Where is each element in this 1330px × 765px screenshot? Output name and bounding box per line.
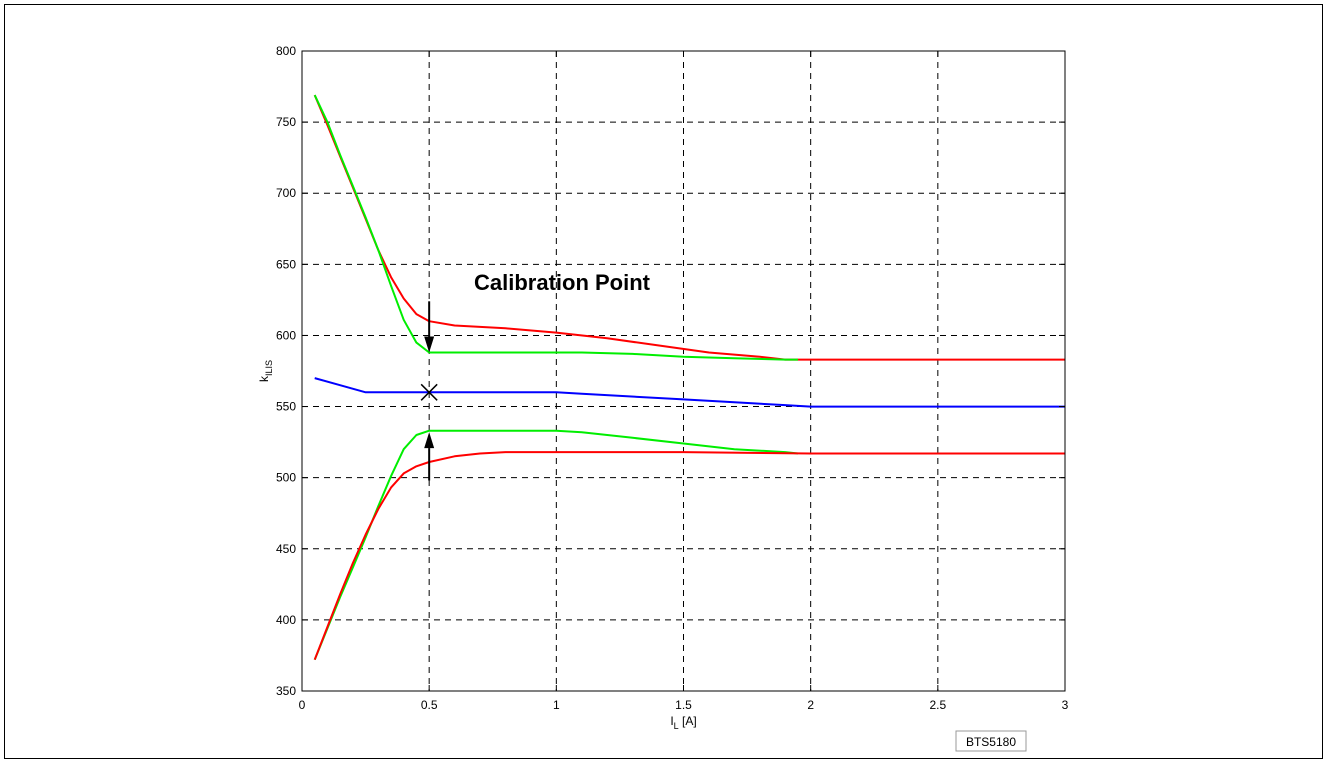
x-tick-label: 1.5 — [675, 698, 692, 712]
y-tick-label: 400 — [276, 613, 296, 627]
chart-frame — [4, 4, 1323, 759]
y-tick-label: 650 — [276, 257, 296, 271]
y-tick-label: 750 — [276, 115, 296, 129]
annotation-label: Calibration Point — [474, 270, 651, 295]
arrow-head — [424, 432, 435, 449]
x-tick-label: 0 — [299, 698, 306, 712]
y-axis-label-sub: ILIS — [264, 360, 274, 376]
x-axis-label-sub: L — [674, 721, 679, 731]
x-tick-label: 2 — [807, 698, 814, 712]
y-tick-label: 500 — [276, 471, 296, 485]
series-line — [313, 94, 798, 361]
x-axis-label-unit: [A] — [679, 714, 697, 728]
x-axis-label: IL [A] — [670, 714, 696, 731]
x-tick-label: 1 — [553, 698, 560, 712]
y-tick-label: 600 — [276, 328, 296, 342]
series-line — [314, 377, 1065, 408]
x-tick-label: 3 — [1062, 698, 1069, 712]
series-line — [313, 451, 1065, 661]
arrow-head — [424, 336, 435, 353]
x-tick-label: 2.5 — [929, 698, 946, 712]
y-tick-label: 450 — [276, 542, 296, 556]
series-line — [313, 94, 1065, 361]
series-line — [313, 429, 799, 661]
annotations — [420, 301, 438, 481]
grid — [302, 51, 1065, 691]
x-axis-label-main: I — [670, 714, 673, 728]
y-tick-label: 350 — [276, 684, 296, 698]
y-axis-label: kILIS — [257, 360, 274, 382]
source-box-label: BTS5180 — [966, 735, 1016, 749]
series-layer — [313, 94, 1065, 661]
y-tick-label: 800 — [276, 44, 296, 58]
ticks: 0 0.5 1 1.5 2 2.5 3 350 400 450 500 550 600 650 700 750… — [276, 44, 1069, 712]
x-tick-label: 0.5 — [421, 698, 438, 712]
calibration-marker — [420, 383, 438, 401]
y-tick-label: 550 — [276, 400, 296, 414]
source-box — [955, 730, 1027, 752]
y-axis-label-main: k — [257, 375, 271, 382]
y-tick-label: 700 — [276, 186, 296, 200]
